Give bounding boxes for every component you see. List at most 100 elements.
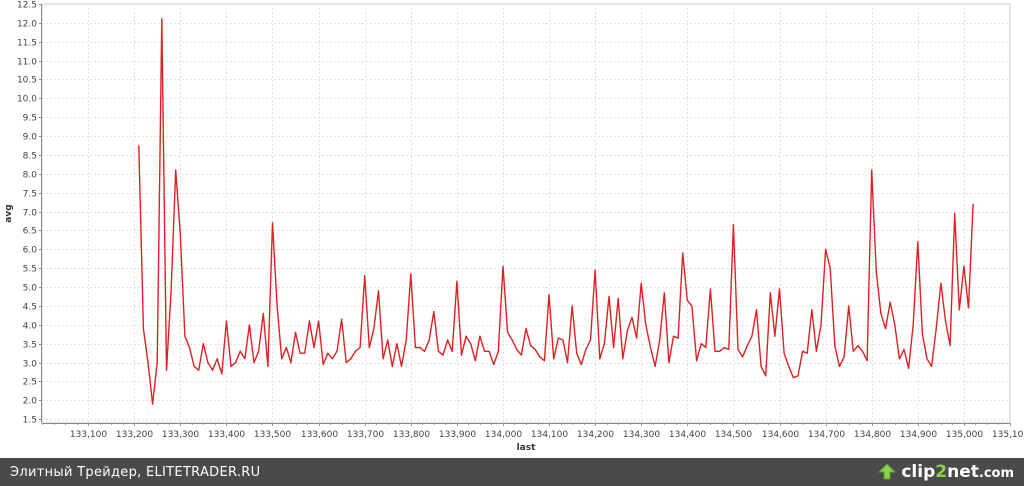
data-point bbox=[525, 328, 527, 330]
y-tick-label: 2.0 bbox=[23, 397, 38, 407]
data-point bbox=[188, 346, 191, 349]
data-point bbox=[507, 331, 509, 333]
y-tick-label: 9.0 bbox=[23, 133, 38, 143]
data-point bbox=[908, 367, 910, 369]
data-point bbox=[940, 282, 942, 284]
data-point bbox=[520, 354, 523, 356]
data-point bbox=[170, 290, 172, 292]
data-point bbox=[198, 369, 200, 371]
data-point bbox=[562, 339, 564, 341]
y-tick-label: 5.5 bbox=[23, 265, 37, 275]
data-point bbox=[843, 356, 845, 358]
data-point bbox=[806, 352, 808, 354]
y-tick-label: 10.0 bbox=[17, 95, 37, 105]
data-point bbox=[548, 294, 550, 296]
data-point bbox=[239, 350, 241, 352]
y-tick-label: 5.0 bbox=[23, 284, 38, 294]
data-point bbox=[866, 360, 868, 362]
data-point bbox=[760, 365, 762, 367]
data-point bbox=[944, 320, 947, 322]
data-point bbox=[516, 348, 518, 350]
data-point bbox=[179, 233, 181, 235]
x-tick-label: 133,900 bbox=[439, 430, 476, 440]
data-point bbox=[336, 350, 338, 352]
data-point bbox=[290, 362, 292, 364]
x-tick-label: 134,700 bbox=[808, 430, 845, 440]
data-point bbox=[626, 329, 629, 332]
x-tick-label: 133,300 bbox=[162, 430, 199, 440]
data-point bbox=[460, 354, 463, 356]
data-point bbox=[387, 339, 389, 341]
data-point bbox=[216, 358, 218, 360]
data-point bbox=[497, 350, 499, 352]
data-point bbox=[815, 350, 818, 352]
data-point bbox=[677, 337, 679, 339]
data-point bbox=[511, 339, 513, 341]
data-point bbox=[354, 350, 356, 352]
data-point bbox=[811, 309, 813, 311]
x-tick-label: 134,300 bbox=[623, 430, 660, 440]
data-point bbox=[331, 358, 333, 360]
data-point bbox=[152, 403, 154, 405]
data-point bbox=[193, 365, 195, 367]
data-point bbox=[543, 360, 546, 362]
x-tick-label: 133,200 bbox=[116, 430, 153, 440]
y-tick-label: 1.5 bbox=[23, 416, 37, 426]
x-tick-label: 134,000 bbox=[485, 430, 522, 440]
data-point bbox=[931, 365, 933, 367]
data-point bbox=[917, 241, 919, 243]
data-point bbox=[299, 352, 301, 354]
data-point bbox=[442, 354, 444, 356]
data-point bbox=[341, 318, 343, 320]
data-point bbox=[622, 358, 624, 360]
data-point bbox=[589, 339, 592, 341]
data-point bbox=[848, 305, 850, 307]
data-point bbox=[483, 350, 486, 352]
y-tick-label: 7.5 bbox=[23, 190, 37, 200]
data-point bbox=[359, 346, 361, 349]
x-tick-label: 133,600 bbox=[301, 430, 338, 440]
data-point bbox=[663, 292, 665, 294]
data-point bbox=[488, 350, 490, 352]
data-point bbox=[613, 346, 615, 349]
y-tick-label: 9.5 bbox=[23, 114, 37, 124]
data-point bbox=[433, 311, 435, 313]
data-point bbox=[751, 335, 753, 337]
data-point bbox=[304, 352, 306, 354]
data-point bbox=[769, 292, 771, 294]
clip2net-watermark: clip2net.com bbox=[878, 462, 1014, 482]
data-point bbox=[774, 335, 776, 337]
data-point bbox=[636, 337, 638, 339]
data-point bbox=[737, 348, 739, 350]
data-point bbox=[428, 339, 430, 341]
data-point bbox=[184, 335, 186, 337]
data-point bbox=[373, 328, 375, 330]
data-point bbox=[474, 360, 476, 362]
data-point bbox=[682, 252, 684, 254]
data-point bbox=[792, 377, 795, 379]
data-point bbox=[553, 358, 555, 360]
data-point bbox=[534, 348, 536, 350]
data-point bbox=[294, 331, 297, 333]
data-point bbox=[742, 356, 744, 358]
y-tick-label: 8.0 bbox=[23, 171, 38, 181]
y-tick-label: 3.5 bbox=[23, 341, 37, 351]
data-point bbox=[926, 358, 928, 360]
data-point bbox=[889, 301, 891, 303]
y-axis-title: avg bbox=[4, 204, 14, 222]
data-point bbox=[470, 343, 472, 345]
data-point bbox=[871, 169, 873, 171]
x-tick-label: 134,600 bbox=[762, 430, 799, 440]
upload-arrow-icon bbox=[878, 463, 897, 480]
data-point bbox=[212, 369, 214, 371]
data-point bbox=[723, 346, 725, 349]
y-tick-label: 11.0 bbox=[17, 58, 37, 68]
data-point bbox=[802, 350, 804, 352]
y-tick-label: 6.0 bbox=[23, 246, 38, 256]
x-tick-label: 133,100 bbox=[70, 430, 107, 440]
y-tick-label: 7.0 bbox=[23, 209, 38, 219]
chart-area: 1.5 2.0 2.5 3.0 3.5 4.0 4.5 5.0 5.5 6.0 6.5 7.0 7.5 8… bbox=[4, 0, 1024, 453]
y-tick-label: 3.0 bbox=[23, 360, 38, 370]
data-point bbox=[894, 324, 896, 326]
data-point bbox=[958, 309, 960, 311]
